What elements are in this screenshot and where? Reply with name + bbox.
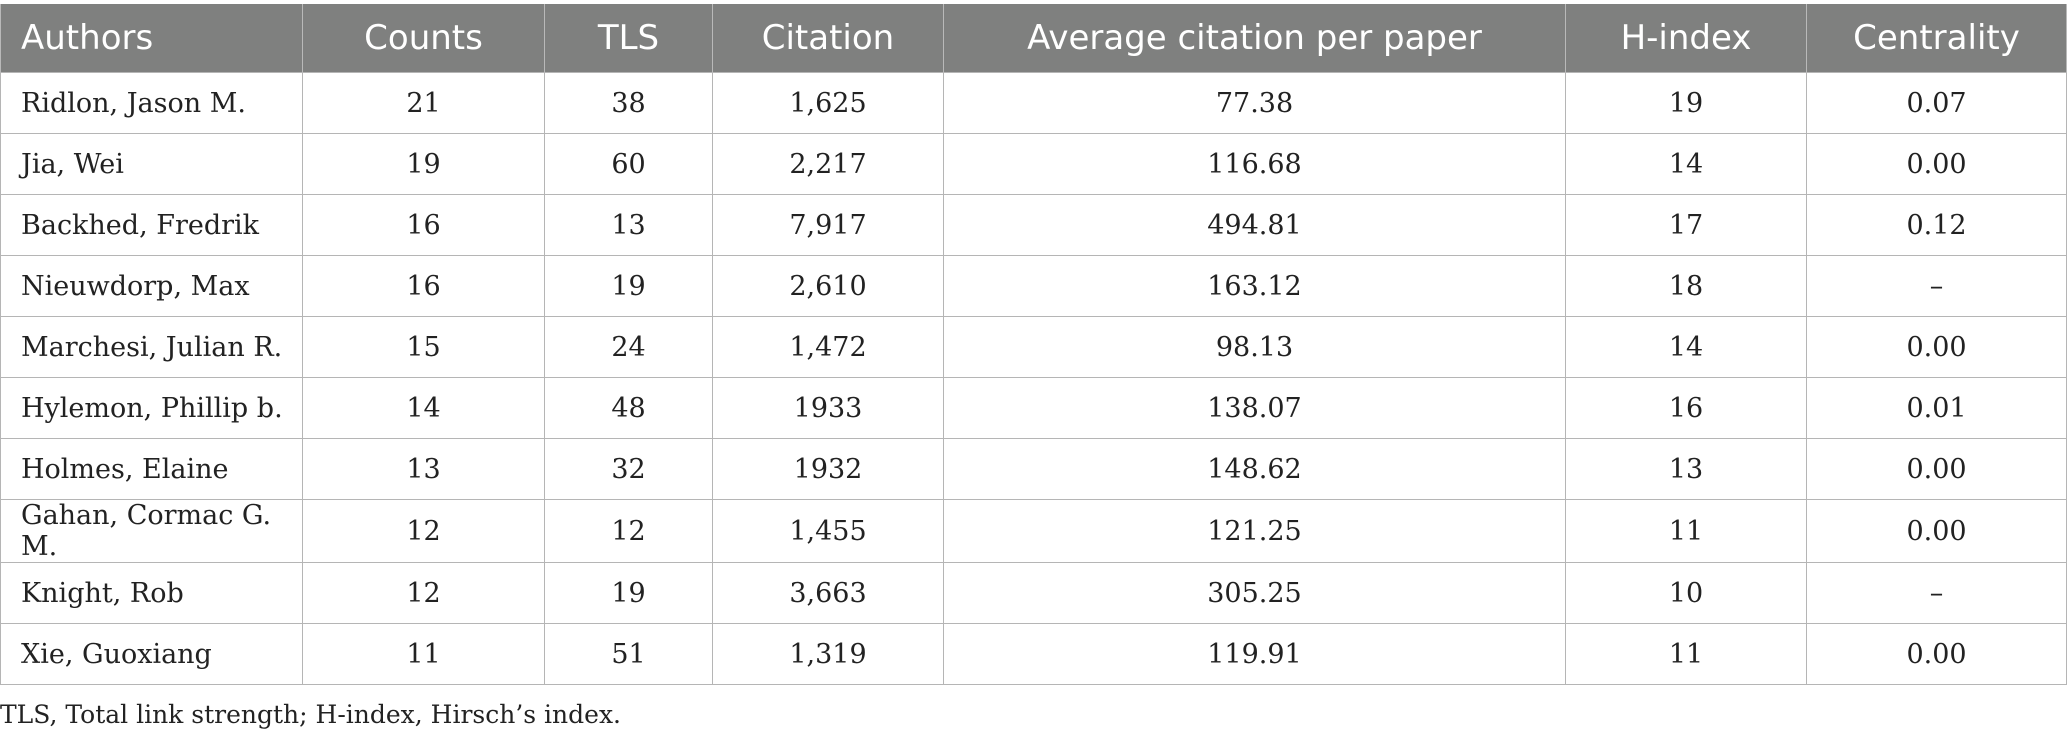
average-citation-cell: 116.68 bbox=[943, 133, 1566, 195]
citation-cell: 7,917 bbox=[712, 194, 944, 256]
tls-cell: 19 bbox=[544, 562, 713, 624]
h-index-cell: 11 bbox=[1565, 623, 1807, 685]
h-index-cell: 16 bbox=[1565, 377, 1807, 439]
author-cell: Holmes, Elaine bbox=[0, 438, 303, 500]
counts-cell: 21 bbox=[302, 72, 545, 134]
tls-cell: 51 bbox=[544, 623, 713, 685]
counts-cell: 14 bbox=[302, 377, 545, 439]
table-header: Authors Counts TLS Citation Average cita… bbox=[0, 4, 2067, 73]
table-row: Xie, Guoxiang 11 51 1,319 119.91 11 0.00 bbox=[0, 623, 2067, 685]
table-row: Marchesi, Julian R. 15 24 1,472 98.13 14… bbox=[0, 316, 2067, 378]
citation-cell: 1,472 bbox=[712, 316, 944, 378]
centrality-cell: 0.00 bbox=[1806, 438, 2067, 500]
table-footnote: TLS, Total link strength; H-index, Hirsc… bbox=[0, 700, 621, 729]
average-citation-cell: 77.38 bbox=[943, 72, 1566, 134]
author-cell: Marchesi, Julian R. bbox=[0, 316, 303, 378]
average-citation-cell: 138.07 bbox=[943, 377, 1566, 439]
average-citation-cell: 148.62 bbox=[943, 438, 1566, 500]
table-row: Holmes, Elaine 13 32 1932 148.62 13 0.00 bbox=[0, 438, 2067, 500]
counts-cell: 16 bbox=[302, 194, 545, 256]
centrality-cell: – bbox=[1806, 255, 2067, 317]
citation-cell: 1,455 bbox=[712, 499, 944, 563]
centrality-cell: 0.00 bbox=[1806, 499, 2067, 563]
counts-cell: 19 bbox=[302, 133, 545, 195]
table-body: Ridlon, Jason M. 21 38 1,625 77.38 19 0.… bbox=[0, 72, 2067, 685]
h-index-cell: 14 bbox=[1565, 133, 1807, 195]
table-row: Knight, Rob 12 19 3,663 305.25 10 – bbox=[0, 562, 2067, 624]
average-citation-cell: 121.25 bbox=[943, 499, 1566, 563]
tls-cell: 13 bbox=[544, 194, 713, 256]
centrality-cell: 0.07 bbox=[1806, 72, 2067, 134]
author-cell: Ridlon, Jason M. bbox=[0, 72, 303, 134]
column-header-authors: Authors bbox=[0, 4, 303, 73]
average-citation-cell: 494.81 bbox=[943, 194, 1566, 256]
citation-cell: 1,319 bbox=[712, 623, 944, 685]
h-index-cell: 19 bbox=[1565, 72, 1807, 134]
authors-table: Authors Counts TLS Citation Average cita… bbox=[0, 4, 2067, 685]
h-index-cell: 14 bbox=[1565, 316, 1807, 378]
table-row: Nieuwdorp, Max 16 19 2,610 163.12 18 – bbox=[0, 255, 2067, 317]
column-header-tls: TLS bbox=[544, 4, 713, 73]
column-header-h-index: H-index bbox=[1565, 4, 1807, 73]
counts-cell: 13 bbox=[302, 438, 545, 500]
author-cell: Hylemon, Phillip b. bbox=[0, 377, 303, 439]
citation-cell: 1932 bbox=[712, 438, 944, 500]
citation-cell: 2,217 bbox=[712, 133, 944, 195]
average-citation-cell: 98.13 bbox=[943, 316, 1566, 378]
column-header-centrality: Centrality bbox=[1806, 4, 2067, 73]
author-cell: Xie, Guoxiang bbox=[0, 623, 303, 685]
tls-cell: 38 bbox=[544, 72, 713, 134]
column-header-average-citation: Average citation per paper bbox=[943, 4, 1566, 73]
centrality-cell: 0.01 bbox=[1806, 377, 2067, 439]
authors-table-container: Authors Counts TLS Citation Average cita… bbox=[0, 4, 2067, 685]
counts-cell: 12 bbox=[302, 499, 545, 563]
h-index-cell: 18 bbox=[1565, 255, 1807, 317]
column-header-counts: Counts bbox=[302, 4, 545, 73]
counts-cell: 15 bbox=[302, 316, 545, 378]
citation-cell: 3,663 bbox=[712, 562, 944, 624]
citation-cell: 2,610 bbox=[712, 255, 944, 317]
centrality-cell: 0.00 bbox=[1806, 623, 2067, 685]
author-cell: Backhed, Fredrik bbox=[0, 194, 303, 256]
counts-cell: 16 bbox=[302, 255, 545, 317]
table-row: Backhed, Fredrik 16 13 7,917 494.81 17 0… bbox=[0, 194, 2067, 256]
centrality-cell: 0.12 bbox=[1806, 194, 2067, 256]
author-cell: Jia, Wei bbox=[0, 133, 303, 195]
author-cell: Gahan, Cormac G. M. bbox=[0, 499, 303, 563]
counts-cell: 12 bbox=[302, 562, 545, 624]
tls-cell: 32 bbox=[544, 438, 713, 500]
centrality-cell: – bbox=[1806, 562, 2067, 624]
table-row: Gahan, Cormac G. M. 12 12 1,455 121.25 1… bbox=[0, 499, 2067, 563]
h-index-cell: 13 bbox=[1565, 438, 1807, 500]
average-citation-cell: 305.25 bbox=[943, 562, 1566, 624]
tls-cell: 60 bbox=[544, 133, 713, 195]
average-citation-cell: 119.91 bbox=[943, 623, 1566, 685]
centrality-cell: 0.00 bbox=[1806, 133, 2067, 195]
h-index-cell: 17 bbox=[1565, 194, 1807, 256]
counts-cell: 11 bbox=[302, 623, 545, 685]
column-header-citation: Citation bbox=[712, 4, 944, 73]
citation-cell: 1933 bbox=[712, 377, 944, 439]
table-row: Ridlon, Jason M. 21 38 1,625 77.38 19 0.… bbox=[0, 72, 2067, 134]
tls-cell: 12 bbox=[544, 499, 713, 563]
header-row: Authors Counts TLS Citation Average cita… bbox=[0, 4, 2067, 73]
table-row: Hylemon, Phillip b. 14 48 1933 138.07 16… bbox=[0, 377, 2067, 439]
h-index-cell: 10 bbox=[1565, 562, 1807, 624]
h-index-cell: 11 bbox=[1565, 499, 1807, 563]
tls-cell: 48 bbox=[544, 377, 713, 439]
centrality-cell: 0.00 bbox=[1806, 316, 2067, 378]
tls-cell: 24 bbox=[544, 316, 713, 378]
author-cell: Knight, Rob bbox=[0, 562, 303, 624]
tls-cell: 19 bbox=[544, 255, 713, 317]
average-citation-cell: 163.12 bbox=[943, 255, 1566, 317]
table-row: Jia, Wei 19 60 2,217 116.68 14 0.00 bbox=[0, 133, 2067, 195]
citation-cell: 1,625 bbox=[712, 72, 944, 134]
author-cell: Nieuwdorp, Max bbox=[0, 255, 303, 317]
